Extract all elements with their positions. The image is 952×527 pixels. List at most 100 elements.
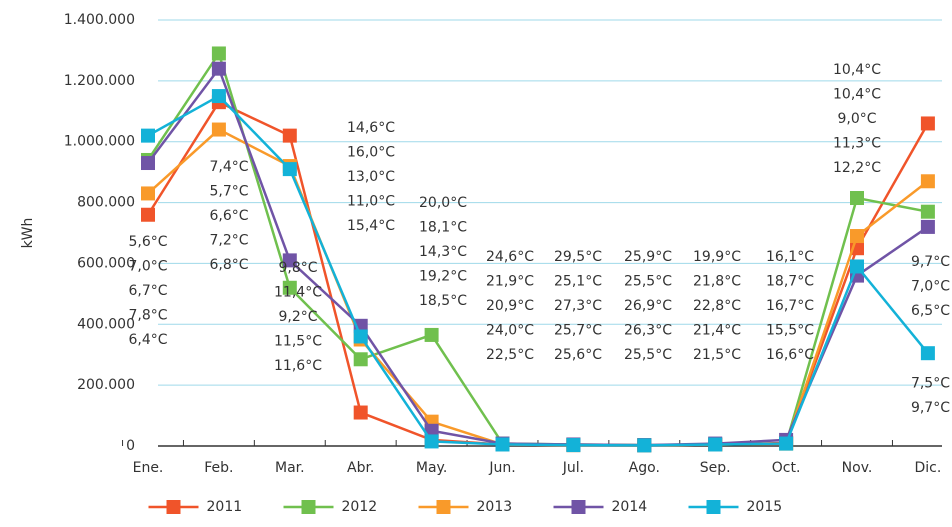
temperature-label: 7,4°C <box>209 159 248 175</box>
data-point <box>211 46 226 61</box>
legend-label: 2015 <box>747 499 783 515</box>
y-tick-label: 1.400.000 <box>64 12 135 28</box>
x-tick-label: Abr. <box>347 460 374 476</box>
temperature-label: 6,8°C <box>209 257 248 273</box>
x-tick-label: Mar. <box>275 460 305 476</box>
temperature-label: 25,6°C <box>554 347 602 363</box>
data-point <box>353 405 368 420</box>
temperature-label: 7,0°C <box>911 279 950 295</box>
temperature-label: 9,2°C <box>278 309 317 325</box>
data-point <box>353 329 368 344</box>
temperature-label: 6,4°C <box>128 332 167 348</box>
temperature-label: 13,0°C <box>347 169 395 185</box>
temperature-label: 21,5°C <box>693 347 741 363</box>
legend-label: 2012 <box>342 499 378 515</box>
x-tick-label: Feb. <box>204 460 233 476</box>
y-axis-label: kWh <box>20 218 36 249</box>
temperature-label: 26,9°C <box>624 298 672 314</box>
temperature-label: 26,3°C <box>624 323 672 339</box>
data-point <box>282 162 297 177</box>
x-tick-label: Ene. <box>133 460 164 476</box>
temperature-label: 25,1°C <box>554 274 602 290</box>
y-tick-label: 1.000.000 <box>64 134 135 150</box>
data-point <box>637 438 652 453</box>
data-point <box>779 436 794 451</box>
temperature-label: 21,8°C <box>693 274 741 290</box>
temperature-label: 9,7°C <box>911 400 950 416</box>
temperature-label: 25,5°C <box>624 274 672 290</box>
legend-marker <box>571 500 586 514</box>
data-point <box>920 346 935 361</box>
data-point <box>920 174 935 189</box>
temperature-label: 18,1°C <box>419 220 467 236</box>
temperature-label: 24,6°C <box>486 249 534 265</box>
temperature-label: 20,0°C <box>419 195 467 211</box>
temperature-label: 25,5°C <box>624 347 672 363</box>
data-point <box>141 128 155 143</box>
data-point <box>211 122 226 137</box>
temperature-label: 27,3°C <box>554 298 602 314</box>
temperature-label: 14,6°C <box>347 120 395 136</box>
temperature-label: 6,7°C <box>128 283 167 299</box>
legend-label: 2013 <box>477 499 513 515</box>
data-point <box>141 207 155 222</box>
data-point <box>282 280 297 295</box>
temperature-label: 22,5°C <box>486 347 534 363</box>
x-tick-label: Nov. <box>842 460 873 476</box>
series-line <box>147 94 929 447</box>
temperature-label: 9,0°C <box>837 111 876 127</box>
temperature-label: 22,8°C <box>693 298 741 314</box>
temperature-label: 16,7°C <box>766 298 814 314</box>
temperature-label: 24,0°C <box>486 323 534 339</box>
temperature-label: 10,4°C <box>833 87 881 103</box>
temperature-label: 18,5°C <box>419 293 467 309</box>
data-point <box>850 191 864 206</box>
data-point <box>850 259 864 274</box>
data-point <box>141 156 155 171</box>
temperature-label: 7,5°C <box>911 376 950 392</box>
temperature-label: 29,5°C <box>554 249 602 265</box>
data-point <box>353 352 368 367</box>
temperature-label: 19,9°C <box>693 249 741 265</box>
data-point <box>211 61 226 76</box>
temperature-label: 12,2°C <box>833 160 881 176</box>
legend-marker <box>706 500 721 514</box>
y-tick-label: 800.000 <box>77 195 135 211</box>
x-tick-label: May. <box>416 460 447 476</box>
x-tick-label: Jul. <box>562 460 584 476</box>
temperature-label: 11,4°C <box>274 285 322 301</box>
temperature-label: 11,6°C <box>274 358 322 374</box>
data-point <box>211 89 226 104</box>
y-tick-label: 0 <box>126 438 135 454</box>
legend-label: 2014 <box>612 499 648 515</box>
data-point <box>920 204 935 219</box>
temperature-label: 21,9°C <box>486 274 534 290</box>
temperature-label: 14,3°C <box>419 244 467 260</box>
data-point <box>708 437 723 452</box>
data-point <box>495 437 510 452</box>
x-tick-label: Dic. <box>914 460 941 476</box>
temperature-label: 21,4°C <box>693 323 741 339</box>
x-tick-label: Sep. <box>700 460 731 476</box>
legend-marker <box>301 500 316 514</box>
data-point <box>424 434 439 449</box>
data-point <box>282 128 297 143</box>
temperature-label: 15,5°C <box>766 323 814 339</box>
y-tick-label: 400.000 <box>77 316 135 332</box>
temperature-label: 5,6°C <box>128 234 167 250</box>
x-tick-label: Jun. <box>488 460 515 476</box>
temperature-label: 11,5°C <box>274 334 322 350</box>
temperature-label: 16,1°C <box>766 249 814 265</box>
data-point <box>282 253 297 268</box>
y-tick-label: 600.000 <box>77 255 135 271</box>
temperature-label: 5,7°C <box>209 184 248 200</box>
data-point <box>920 116 935 131</box>
data-point <box>566 438 581 453</box>
temperature-label: 6,6°C <box>209 208 248 224</box>
temperature-label: 25,7°C <box>554 323 602 339</box>
temperature-label: 20,9°C <box>486 298 534 314</box>
temperature-label: 9,7°C <box>911 254 950 270</box>
temperature-label: 7,2°C <box>209 233 248 249</box>
y-tick-label: 1.200.000 <box>64 73 135 89</box>
